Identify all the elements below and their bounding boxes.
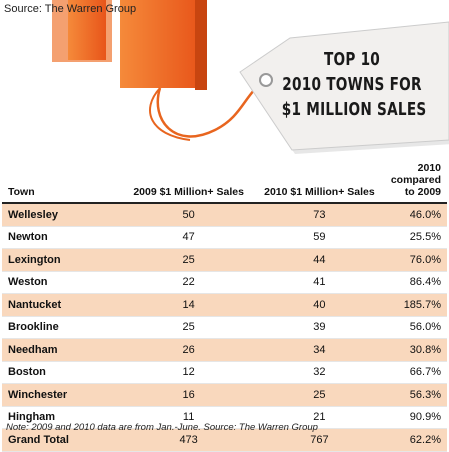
box [68,0,106,60]
table-cell: 40 [254,293,385,317]
table-cell: 16 [123,383,255,407]
table-cell: 30.8% [384,338,447,362]
column-header: 2009 $1 Million+ Sales [123,158,255,204]
table-cell: 76.0% [384,248,447,272]
table-cell: Winchester [2,383,124,407]
table-row: Newton 47 59 25.5% [2,226,447,249]
table-cell: 22 [123,271,255,294]
column-header: Town [2,158,124,204]
source: Source: The Warren Group [4,3,137,15]
table-cell: 25.5% [384,226,447,249]
table-cell: 34 [254,338,385,362]
column-header: 2010 compared to 2009 [384,158,447,204]
header-row: Town 2009 $1 Million+ Sales 2010 $1 Mill… [2,158,447,204]
table-cell: 25 [123,316,255,339]
table-row: Winchester 16 25 56.3% [2,383,447,407]
box-side [195,0,207,90]
table-cell: 90.9% [384,406,447,429]
sales-table: Town 2009 $1 Million+ Sales 2010 $1 Mill… [2,158,447,452]
table-cell: 11 [123,406,255,429]
table-cell: 26 [123,338,255,362]
box [120,0,200,88]
table-cell: 44 [254,248,385,272]
table-cell: 41 [254,271,385,294]
table-cell: Hingham [2,406,124,429]
table-row: Brookline 25 39 56.0% [2,316,447,339]
table-cell: 66.7% [384,361,447,384]
header-art [52,0,449,154]
table-cell: 12 [123,361,255,384]
table-row: Hingham 11 21 90.9% [2,406,447,429]
string [156,78,269,138]
table-cell: Weston [2,271,124,294]
table-cell: Newton [2,226,124,249]
table-cell: 73 [254,203,385,227]
table-cell: 46.0% [384,203,447,227]
footnote: Note: 2009 and 2010 data are from Jan.-J… [6,422,318,433]
table-cell: 56.0% [384,316,447,339]
table-cell: 21 [254,406,385,429]
table-cell: 86.4% [384,271,447,294]
table-row: Weston 22 41 86.4% [2,271,447,294]
string [149,87,191,141]
table-row: Needham 26 34 30.8% [2,338,447,362]
table-cell: Nantucket [2,293,124,317]
table-cell: Needham [2,338,124,362]
table-cell: 39 [254,316,385,339]
table-cell: 59 [254,226,385,249]
column-header: 2010 $1 Million+ Sales [254,158,385,204]
table-row: Boston 12 32 66.7% [2,361,447,384]
table-cell: 185.7% [384,293,447,317]
table-cell: 56.3% [384,383,447,407]
table-row: Wellesley 50 73 46.0% [2,203,447,227]
table-cell: Boston [2,361,124,384]
title-line: 2010 TOWNS FOR [282,75,422,95]
table-cell: 62.2% [384,428,447,452]
tag-hole [259,73,273,87]
table-cell: 25 [254,383,385,407]
table-cell: Wellesley [2,203,124,227]
table-cell: Lexington [2,248,124,272]
tag [239,21,449,151]
table-cell: 25 [123,248,255,272]
title-line: TOP 10 [323,50,381,70]
table-row: Lexington 25 44 76.0% [2,248,447,272]
table-row: Nantucket 14 40 185.7% [2,293,447,317]
table-cell: Brookline [2,316,124,339]
table-cell: 50 [123,203,255,227]
table-cell: 14 [123,293,255,317]
table-cell: 32 [254,361,385,384]
tag-title: TOP 10 2010 TOWNS FOR $1 MILLION SALES [281,48,427,123]
table-cell: 47 [123,226,255,249]
title-line: $1 MILLION SALES [281,100,427,120]
